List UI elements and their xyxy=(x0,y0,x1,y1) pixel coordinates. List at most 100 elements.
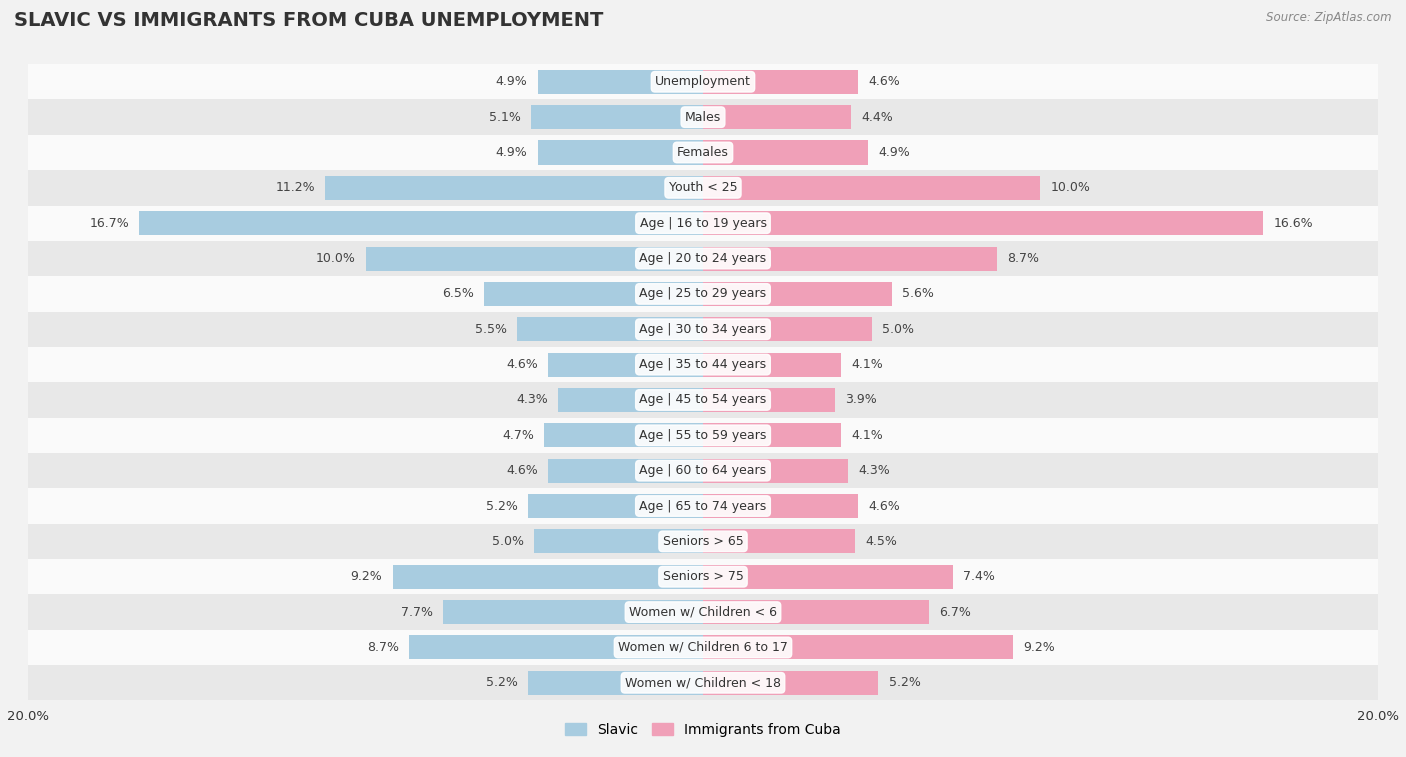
Text: 5.0%: 5.0% xyxy=(492,535,524,548)
Bar xyxy=(703,282,891,306)
Text: Unemployment: Unemployment xyxy=(655,75,751,89)
Bar xyxy=(28,559,1378,594)
Bar xyxy=(703,565,953,589)
Bar xyxy=(703,494,858,518)
Bar xyxy=(28,594,1378,630)
Bar xyxy=(703,105,852,129)
Bar xyxy=(28,135,1378,170)
Bar xyxy=(703,388,835,412)
Text: Youth < 25: Youth < 25 xyxy=(669,182,737,195)
Text: 5.0%: 5.0% xyxy=(882,322,914,336)
Bar xyxy=(531,105,703,129)
Text: SLAVIC VS IMMIGRANTS FROM CUBA UNEMPLOYMENT: SLAVIC VS IMMIGRANTS FROM CUBA UNEMPLOYM… xyxy=(14,11,603,30)
Text: 9.2%: 9.2% xyxy=(1024,641,1056,654)
Text: Women w/ Children 6 to 17: Women w/ Children 6 to 17 xyxy=(619,641,787,654)
Text: 4.9%: 4.9% xyxy=(496,146,527,159)
Text: Age | 55 to 59 years: Age | 55 to 59 years xyxy=(640,428,766,442)
Text: 8.7%: 8.7% xyxy=(367,641,399,654)
Text: 7.4%: 7.4% xyxy=(963,570,994,583)
Bar xyxy=(703,635,1014,659)
Text: Women w/ Children < 6: Women w/ Children < 6 xyxy=(628,606,778,618)
Text: Age | 60 to 64 years: Age | 60 to 64 years xyxy=(640,464,766,477)
Bar xyxy=(703,423,841,447)
Bar xyxy=(544,423,703,447)
Text: 4.9%: 4.9% xyxy=(496,75,527,89)
Text: 3.9%: 3.9% xyxy=(845,394,876,407)
Text: 5.2%: 5.2% xyxy=(485,676,517,690)
Bar xyxy=(703,317,872,341)
Text: 4.5%: 4.5% xyxy=(865,535,897,548)
Text: 5.1%: 5.1% xyxy=(489,111,520,123)
Bar xyxy=(703,176,1040,200)
Bar xyxy=(28,170,1378,205)
Legend: Slavic, Immigrants from Cuba: Slavic, Immigrants from Cuba xyxy=(560,717,846,742)
Bar xyxy=(517,317,703,341)
Text: Seniors > 65: Seniors > 65 xyxy=(662,535,744,548)
Text: Age | 35 to 44 years: Age | 35 to 44 years xyxy=(640,358,766,371)
Text: 16.7%: 16.7% xyxy=(90,217,129,229)
Bar xyxy=(28,347,1378,382)
Text: 4.6%: 4.6% xyxy=(869,75,900,89)
Bar xyxy=(28,99,1378,135)
Bar xyxy=(28,382,1378,418)
Text: 7.7%: 7.7% xyxy=(401,606,433,618)
Bar xyxy=(28,524,1378,559)
Text: 6.7%: 6.7% xyxy=(939,606,972,618)
Bar xyxy=(537,141,703,164)
Bar xyxy=(28,665,1378,700)
Bar xyxy=(534,529,703,553)
Bar xyxy=(527,494,703,518)
Text: 5.6%: 5.6% xyxy=(903,288,934,301)
Bar xyxy=(443,600,703,624)
Bar xyxy=(28,64,1378,99)
Bar xyxy=(28,205,1378,241)
Bar xyxy=(703,600,929,624)
Bar xyxy=(703,671,879,695)
Bar xyxy=(139,211,703,235)
Text: Age | 20 to 24 years: Age | 20 to 24 years xyxy=(640,252,766,265)
Text: 5.2%: 5.2% xyxy=(889,676,921,690)
Text: 10.0%: 10.0% xyxy=(1050,182,1091,195)
Bar xyxy=(548,353,703,377)
Bar xyxy=(409,635,703,659)
Bar xyxy=(392,565,703,589)
Text: Age | 65 to 74 years: Age | 65 to 74 years xyxy=(640,500,766,512)
Text: Age | 30 to 34 years: Age | 30 to 34 years xyxy=(640,322,766,336)
Text: 4.6%: 4.6% xyxy=(869,500,900,512)
Bar xyxy=(28,241,1378,276)
Text: 16.6%: 16.6% xyxy=(1274,217,1313,229)
Bar xyxy=(325,176,703,200)
Text: 5.5%: 5.5% xyxy=(475,322,508,336)
Bar xyxy=(527,671,703,695)
Bar xyxy=(703,70,858,94)
Bar xyxy=(484,282,703,306)
Text: 10.0%: 10.0% xyxy=(315,252,356,265)
Text: Age | 45 to 54 years: Age | 45 to 54 years xyxy=(640,394,766,407)
Text: Males: Males xyxy=(685,111,721,123)
Bar xyxy=(28,418,1378,453)
Text: 4.6%: 4.6% xyxy=(506,464,537,477)
Text: Females: Females xyxy=(678,146,728,159)
Bar xyxy=(28,453,1378,488)
Text: Age | 25 to 29 years: Age | 25 to 29 years xyxy=(640,288,766,301)
Text: 4.7%: 4.7% xyxy=(502,428,534,442)
Text: 4.1%: 4.1% xyxy=(852,428,883,442)
Text: Age | 16 to 19 years: Age | 16 to 19 years xyxy=(640,217,766,229)
Bar xyxy=(28,630,1378,665)
Bar xyxy=(548,459,703,483)
Bar xyxy=(703,211,1263,235)
Bar xyxy=(558,388,703,412)
Bar xyxy=(703,459,848,483)
Text: 11.2%: 11.2% xyxy=(276,182,315,195)
Bar xyxy=(703,141,869,164)
Bar xyxy=(703,353,841,377)
Bar xyxy=(703,529,855,553)
Bar xyxy=(537,70,703,94)
Bar xyxy=(28,488,1378,524)
Bar xyxy=(28,312,1378,347)
Text: 4.9%: 4.9% xyxy=(879,146,910,159)
Text: 5.2%: 5.2% xyxy=(485,500,517,512)
Bar xyxy=(703,247,997,270)
Text: 8.7%: 8.7% xyxy=(1007,252,1039,265)
Text: 6.5%: 6.5% xyxy=(441,288,474,301)
